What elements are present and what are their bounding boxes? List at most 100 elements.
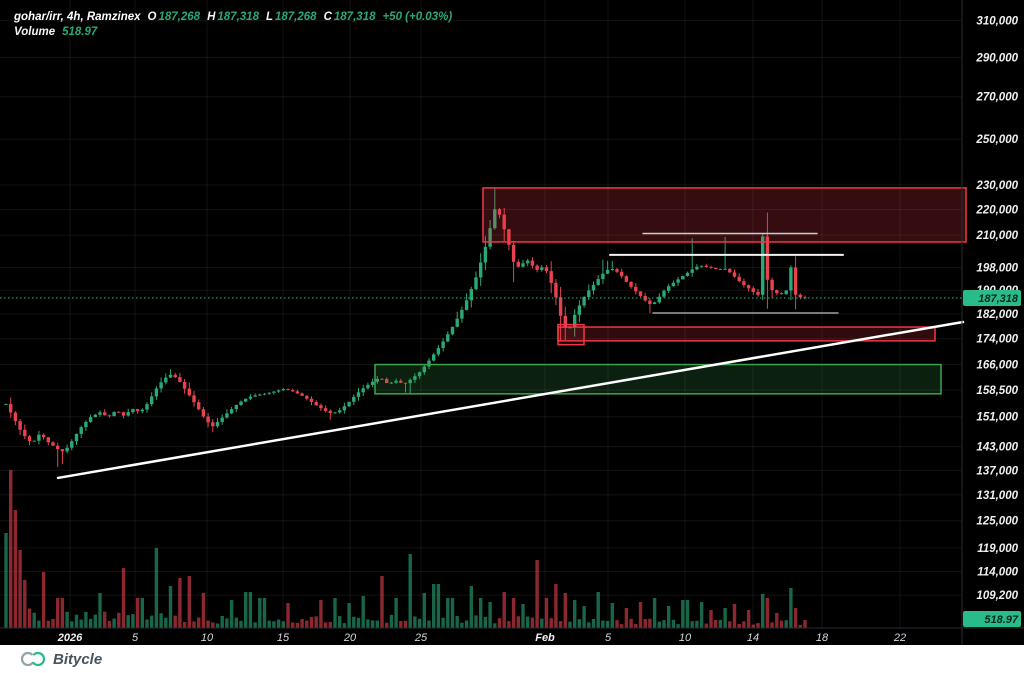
price-tick-label: 250,000 <box>975 134 1018 146</box>
candle <box>98 412 102 415</box>
candle <box>27 436 32 442</box>
candle <box>591 284 596 291</box>
candle <box>601 273 605 280</box>
volume-bar <box>605 620 610 628</box>
volume-bar <box>206 620 210 628</box>
candle <box>770 279 774 291</box>
candle <box>319 405 323 409</box>
candle <box>737 276 741 282</box>
candle <box>60 449 65 452</box>
bitycle-logo-icon <box>20 651 46 667</box>
candle <box>338 410 342 413</box>
time-tick-label: 10 <box>679 632 692 644</box>
volume-bar <box>544 598 549 628</box>
time-axis[interactable] <box>0 628 962 645</box>
volume-bar <box>709 610 713 628</box>
volume-bar <box>394 598 398 628</box>
current-price-badge: 187,318 <box>963 290 1021 307</box>
price-tick-label: 198,000 <box>976 262 1018 274</box>
candle <box>234 404 238 410</box>
volume-bar <box>225 618 229 628</box>
bitycle-brand-link[interactable]: Bitycle <box>20 649 102 669</box>
candle <box>436 348 441 355</box>
time-tick-label: 2026 <box>57 632 83 644</box>
candle <box>276 390 281 392</box>
candle <box>352 396 356 402</box>
volume-bar <box>126 615 130 628</box>
candle <box>399 380 403 383</box>
candle <box>9 404 13 413</box>
resistance-zone[interactable] <box>557 326 936 342</box>
demand-zone[interactable] <box>374 363 942 395</box>
volume-bar <box>403 620 408 628</box>
candlestick-chart-canvas[interactable]: 310,000 290,000 270,000 250,000 230,000 220,0… <box>0 0 1024 645</box>
candle <box>483 246 488 263</box>
volume-bar <box>262 598 267 628</box>
volume-bar <box>182 622 187 628</box>
volume-bar <box>27 608 32 628</box>
volume-bar <box>596 592 600 628</box>
volume-bar <box>704 623 708 628</box>
candle <box>446 334 450 342</box>
brand-name: Bitycle <box>53 650 103 668</box>
candle <box>370 381 375 385</box>
ascending-trendline[interactable] <box>56 320 965 480</box>
volume-bar <box>699 602 704 628</box>
candle <box>479 262 483 278</box>
volume-bar <box>380 576 384 628</box>
volume-bar <box>798 624 802 628</box>
volume-bar <box>305 620 309 628</box>
candle <box>573 314 577 328</box>
price-axis[interactable] <box>962 0 1024 628</box>
price-tick-label: 119,000 <box>977 543 1018 555</box>
volume-bar <box>51 618 55 628</box>
candle <box>281 389 285 391</box>
volume-bar <box>615 620 619 628</box>
price-tick-label: 174,000 <box>976 334 1018 346</box>
candle <box>685 272 690 276</box>
volume-bar <box>629 618 633 628</box>
candle <box>704 265 708 267</box>
price-tick-label: 310,000 <box>976 16 1018 28</box>
time-tick-label: 5 <box>132 632 139 644</box>
candle <box>126 412 130 416</box>
volume-bar <box>413 616 417 628</box>
volume-bar <box>220 615 224 628</box>
volume-bar <box>497 618 502 628</box>
candle <box>121 412 126 416</box>
volume-bar <box>347 603 351 628</box>
volume-bar <box>370 620 375 628</box>
order-block-zone[interactable] <box>557 323 585 346</box>
candle <box>742 281 746 286</box>
volume-bar <box>469 586 473 628</box>
time-tick-label: 15 <box>277 632 290 644</box>
candle <box>699 265 704 267</box>
volume-bar <box>300 619 304 628</box>
candle <box>784 290 788 295</box>
candle <box>751 288 755 292</box>
volume-bar <box>192 621 196 628</box>
volume-bar <box>88 618 93 628</box>
volume-bar <box>154 548 159 628</box>
candle <box>41 434 46 438</box>
volume-bar <box>695 620 699 628</box>
volume-bar <box>65 611 69 628</box>
candle <box>380 378 384 380</box>
candle <box>558 297 563 316</box>
volume-bar <box>450 598 455 628</box>
volume-bar <box>93 614 97 628</box>
volume-bar <box>540 618 544 628</box>
candle <box>690 269 694 273</box>
volume-bar <box>507 621 511 628</box>
candle <box>582 297 586 306</box>
candle <box>732 272 737 277</box>
candle <box>70 441 74 448</box>
candle <box>51 442 55 446</box>
candle <box>610 269 614 271</box>
volume-bar <box>558 621 563 628</box>
volume-bar <box>150 615 154 628</box>
volume-bar <box>554 584 558 628</box>
svg-text:518.97: 518.97 <box>984 614 1019 626</box>
candle <box>615 269 619 272</box>
volume-bar <box>648 618 652 628</box>
